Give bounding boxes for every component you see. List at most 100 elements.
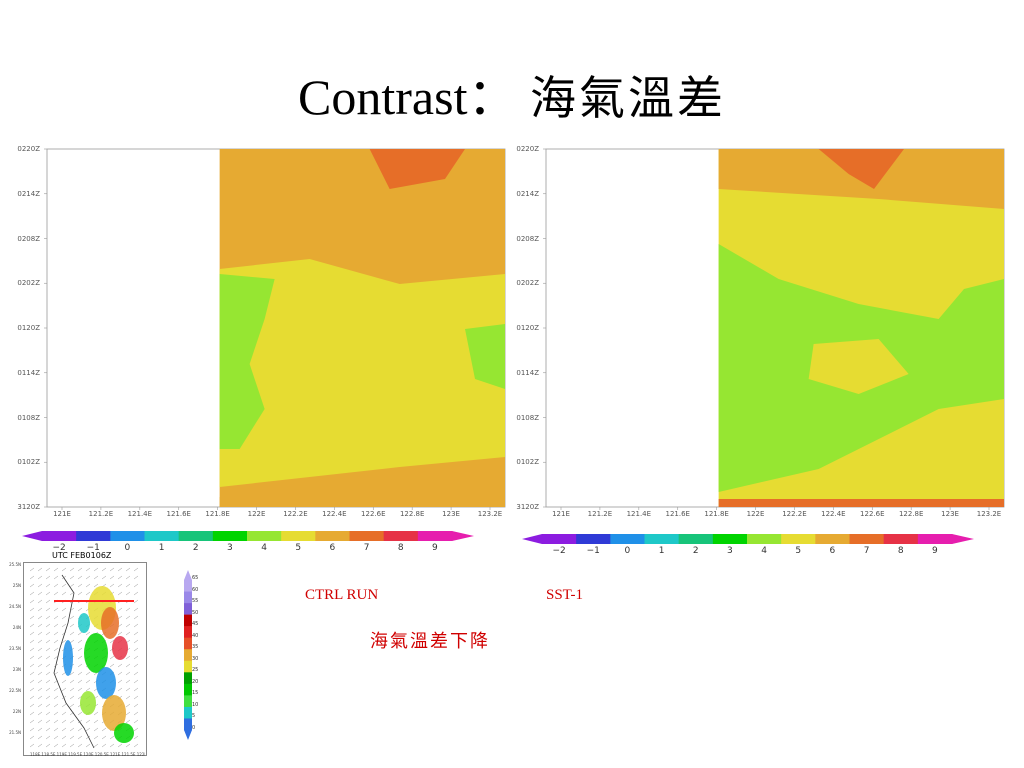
wind-barb [77, 639, 83, 644]
wind-barb [37, 599, 43, 604]
colorbar-right-svg [522, 534, 974, 544]
wind-barb [133, 695, 139, 700]
heatmap-region-top-band [818, 149, 904, 189]
wind-barb [37, 591, 43, 596]
label-ctrl-run: CTRL RUN [305, 587, 379, 603]
thumbnail-y-tick: 24.5N [9, 604, 21, 609]
wind-barb [125, 695, 131, 700]
colorbar-swatch [712, 534, 748, 544]
thumbnail-y-tick: 25.5N [9, 562, 21, 567]
wind-barb [101, 743, 107, 748]
wind-barb [69, 743, 75, 748]
scale-tick-label: 25 [192, 667, 199, 673]
scale-swatch [184, 649, 192, 662]
wind-barb [69, 671, 75, 676]
wind-barb [29, 591, 35, 596]
wind-barb [53, 735, 59, 740]
colorbar-tick-label: −2 [552, 546, 566, 556]
radar-echo [80, 691, 96, 715]
colorbar-swatch [678, 534, 714, 544]
wind-barb [69, 583, 75, 588]
wind-barb [45, 575, 51, 580]
wind-barb [93, 719, 99, 724]
wind-barb [53, 703, 59, 708]
wind-barb [133, 671, 139, 676]
wind-barb [29, 623, 35, 628]
wind-barb [45, 639, 51, 644]
wind-barb [37, 623, 43, 628]
scale-swatch [184, 660, 192, 673]
colorbar-tick-label: 3 [227, 543, 233, 553]
wind-barb [93, 583, 99, 588]
wind-barb [29, 735, 35, 740]
scale-tick-label: 45 [192, 621, 199, 627]
wind-barb [101, 727, 107, 732]
colorbar-tick-label: 3 [727, 546, 733, 556]
colorbar-swatch [247, 531, 282, 541]
wind-barb [69, 567, 75, 572]
wind-barb [53, 647, 59, 652]
colorbar-tick-label: 5 [795, 546, 802, 556]
colorbar-swatch [781, 534, 816, 544]
wind-barb [85, 719, 91, 724]
y-tick-label: 0114Z [516, 368, 539, 377]
heatmap-region-middle-lower [219, 259, 506, 487]
wind-barb [125, 607, 131, 612]
wind-barb [101, 567, 107, 572]
wind-barb [125, 583, 131, 588]
scale-tick-label: 0 [192, 724, 196, 731]
wind-barb [53, 727, 59, 732]
wind-barb [133, 727, 139, 732]
wind-barb [125, 623, 131, 628]
wind-barb [77, 687, 83, 692]
wind-barb [77, 591, 83, 596]
y-tick-label: 0102Z [17, 458, 40, 467]
wind-barb [53, 615, 59, 620]
wind-barb [85, 583, 91, 588]
wind-barb [29, 647, 35, 652]
wind-barb [125, 719, 131, 724]
wind-barb [61, 567, 67, 572]
wind-barb [61, 719, 67, 724]
wind-barb [53, 663, 59, 668]
wind-barb [61, 639, 67, 644]
wind-barb [85, 631, 91, 636]
x-tick-label: 121.4E [626, 510, 652, 518]
wind-barb [109, 743, 115, 748]
wind-barb [133, 647, 139, 652]
y-tick-label: 0220Z [17, 145, 40, 153]
wind-barb [69, 727, 75, 732]
wind-barb [133, 631, 139, 636]
wind-barb [85, 735, 91, 740]
wind-barb [77, 735, 83, 740]
wind-barb [77, 655, 83, 660]
wind-barb [85, 743, 91, 748]
colorbar-tick-label: 7 [863, 546, 870, 556]
colorbar-swatch [281, 531, 316, 541]
wind-barb [45, 623, 51, 628]
heatmap-panel-ctrl: 0220Z 0214Z 0208Z 0202Z 0120Z 0114Z 0108Z 0102Z… [10, 143, 510, 525]
wind-barb [125, 575, 131, 580]
wind-barb [37, 727, 43, 732]
wind-barb [53, 631, 59, 636]
scale-tick-label: 30 [192, 655, 199, 662]
wind-barb [77, 727, 83, 732]
wind-barb [29, 687, 35, 692]
x-tick-label: 121.6E [166, 510, 191, 518]
wind-barb [37, 583, 43, 588]
wind-barb [61, 583, 67, 588]
wind-barb [45, 615, 51, 620]
wind-barb [61, 615, 67, 620]
wind-barb [77, 719, 83, 724]
wind-barb [125, 631, 131, 636]
wind-barb [61, 695, 67, 700]
colorbar-tick-label: 1 [658, 546, 665, 556]
wind-barb [45, 583, 51, 588]
colorbar-left-svg [22, 531, 474, 541]
wind-barb [133, 607, 139, 612]
wind-barb [69, 687, 75, 692]
wind-barb [69, 623, 75, 628]
wind-barb [69, 575, 75, 580]
wind-barb [117, 631, 123, 636]
scale-tick-label: 20 [192, 678, 199, 685]
